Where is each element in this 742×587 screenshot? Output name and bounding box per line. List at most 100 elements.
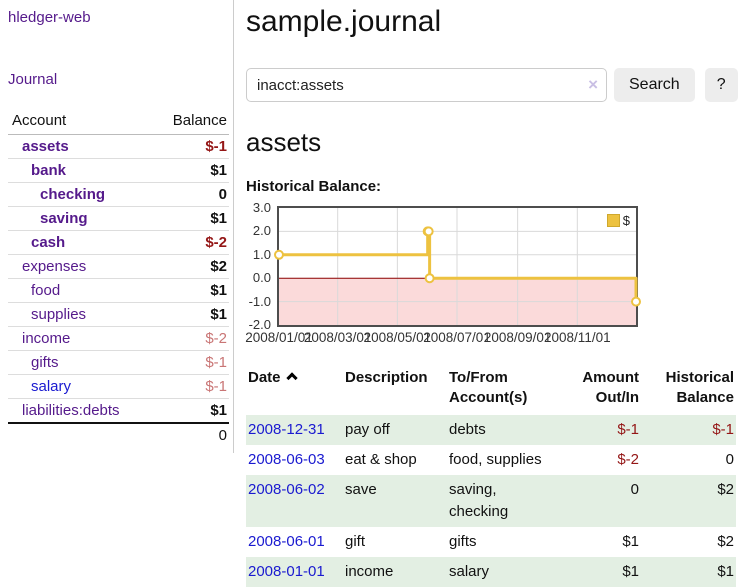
account-link-salary[interactable]: salary	[31, 378, 72, 395]
app-title-link[interactable]: hledger-web	[8, 9, 91, 26]
sidebar-item-journal[interactable]: Journal	[8, 71, 58, 88]
register-header-balance: Historical Balance	[665, 369, 734, 406]
x-axis-tick-label: 2008/03/01	[303, 330, 372, 345]
x-axis-tick-label: 2008/11/01	[544, 330, 611, 345]
txn-accounts: salary	[447, 557, 578, 587]
account-row: assets $-1	[8, 134, 229, 159]
account-row: income $-2	[8, 326, 229, 351]
account-row: supplies $1	[8, 302, 229, 327]
register-row: 2008-06-02 save saving, checking 0 $2	[246, 475, 736, 527]
account-row: cash $-2	[8, 230, 229, 255]
account-link-liabilities-debts[interactable]: liabilities:debts	[22, 402, 120, 419]
txn-amount: 0	[578, 475, 641, 527]
register-header-description: Description	[345, 369, 428, 386]
search-input[interactable]	[246, 68, 607, 102]
y-axis-tick-label: 0.0	[252, 270, 271, 286]
txn-description: eat & shop	[345, 451, 417, 468]
account-balance: $-1	[156, 350, 229, 375]
register-row: 2008-06-01 gift gifts $1 $2	[246, 527, 736, 557]
chart-canvas	[274, 208, 641, 325]
register-row: 2008-01-01 income salary $1 $1	[246, 557, 736, 587]
account-link-supplies[interactable]: supplies	[31, 306, 87, 323]
account-link-gifts[interactable]: gifts	[31, 354, 59, 371]
legend-label: $	[622, 213, 630, 228]
account-balance: $-2	[156, 230, 229, 255]
account-link-food[interactable]: food	[31, 282, 61, 299]
clear-search-icon[interactable]: ×	[588, 75, 598, 94]
legend-swatch-icon	[606, 214, 620, 227]
help-button[interactable]: ?	[704, 68, 738, 102]
x-axis-tick-label: 2008/05/01	[363, 330, 432, 345]
x-axis-tick-label: 2008/01/01	[245, 330, 313, 345]
txn-date-link[interactable]: 2008-01-01	[248, 563, 325, 580]
txn-amount: $-1	[578, 415, 641, 445]
account-balance: $1	[156, 398, 229, 424]
account-row: gifts $-1	[8, 350, 229, 375]
txn-amount: $1	[622, 533, 639, 550]
y-axis-tick-label: 2.0	[252, 223, 271, 239]
chart-legend: $	[604, 212, 632, 229]
search-form: × Search ?	[246, 68, 738, 102]
register-header-accounts: To/From Account(s)	[449, 369, 528, 406]
account-balance: $1	[156, 206, 229, 231]
txn-accounts: gifts	[449, 533, 477, 550]
txn-description: save	[343, 475, 447, 527]
y-axis-tick-label: 3.0	[252, 200, 271, 215]
chart-x-axis: 2008/01/01 2008/03/01 2008/05/01 2008/07/01…	[245, 327, 730, 347]
y-axis-tick-label: 1.0	[252, 246, 271, 262]
account-balance: $-1	[156, 134, 229, 159]
txn-date-link[interactable]: 2008-06-01	[248, 533, 325, 550]
sidebar: hledger-web Journal Account Balance asse…	[0, 0, 234, 453]
chart-plot[interactable]: $	[274, 206, 641, 327]
search-button[interactable]: Search	[614, 68, 695, 102]
txn-amount: $1	[578, 557, 641, 587]
txn-amount: $-2	[617, 451, 639, 468]
account-balance: $-1	[156, 374, 229, 399]
balance-chart: 3.0 2.0 1.0 0.0 -1.0 -2.0 $ 2008/01/01 2008/03…	[245, 201, 730, 347]
txn-date-link[interactable]: 2008-06-03	[248, 451, 325, 468]
accounts-total-row: 0	[8, 422, 229, 447]
x-axis-tick-label: 2008/07/01	[423, 330, 491, 345]
account-link-bank[interactable]: bank	[31, 162, 67, 179]
account-balance: $1	[156, 302, 229, 327]
txn-balance: 0	[725, 451, 734, 468]
account-link-checking[interactable]: checking	[40, 186, 106, 203]
account-heading: assets	[246, 127, 322, 157]
account-balance: $2	[156, 254, 229, 279]
txn-description: pay off	[343, 415, 447, 445]
x-axis-tick-label: 2008/09/01	[483, 330, 552, 345]
txn-balance: $2	[717, 533, 734, 550]
account-link-income[interactable]: income	[22, 330, 71, 347]
chart-y-axis: 3.0 2.0 1.0 0.0 -1.0 -2.0	[246, 201, 277, 332]
register-row: 2008-06-03 eat & shop food, supplies $-2…	[246, 445, 736, 475]
account-balance: 0	[156, 182, 229, 207]
account-row: saving $1	[8, 206, 229, 231]
register-row: 2008-12-31 pay off debts $-1 $-1	[246, 415, 736, 445]
register-header-amount: Amount Out/In	[582, 369, 639, 406]
main-content: sample.journal × Search ? assets Histori…	[234, 0, 738, 587]
txn-description: gift	[345, 533, 366, 550]
register-header-date[interactable]: Date	[246, 368, 343, 415]
y-axis-tick-label: -1.0	[248, 293, 271, 309]
account-row: expenses $2	[8, 254, 229, 279]
account-link-saving[interactable]: saving	[40, 210, 88, 227]
account-link-expenses[interactable]: expenses	[22, 258, 87, 275]
chart-title: Historical Balance:	[246, 178, 382, 195]
accounts-header-balance: Balance	[156, 110, 229, 135]
txn-date-link[interactable]: 2008-12-31	[248, 421, 325, 438]
txn-accounts: debts	[447, 415, 578, 445]
account-row: checking 0	[8, 182, 229, 207]
txn-description: income	[343, 557, 447, 587]
account-row: salary $-1	[8, 374, 229, 399]
account-balance: $1	[156, 278, 229, 303]
txn-date-link[interactable]: 2008-06-02	[248, 481, 325, 498]
account-balance: $-2	[156, 326, 229, 351]
account-link-cash[interactable]: cash	[31, 234, 66, 251]
account-balance: $1	[156, 158, 229, 183]
account-row: liabilities:debts $1	[8, 398, 229, 424]
account-link-assets[interactable]: assets	[22, 138, 69, 155]
sort-ascending-icon	[285, 372, 298, 384]
account-row: food $1	[8, 278, 229, 303]
txn-accounts: food, supplies	[449, 451, 542, 468]
